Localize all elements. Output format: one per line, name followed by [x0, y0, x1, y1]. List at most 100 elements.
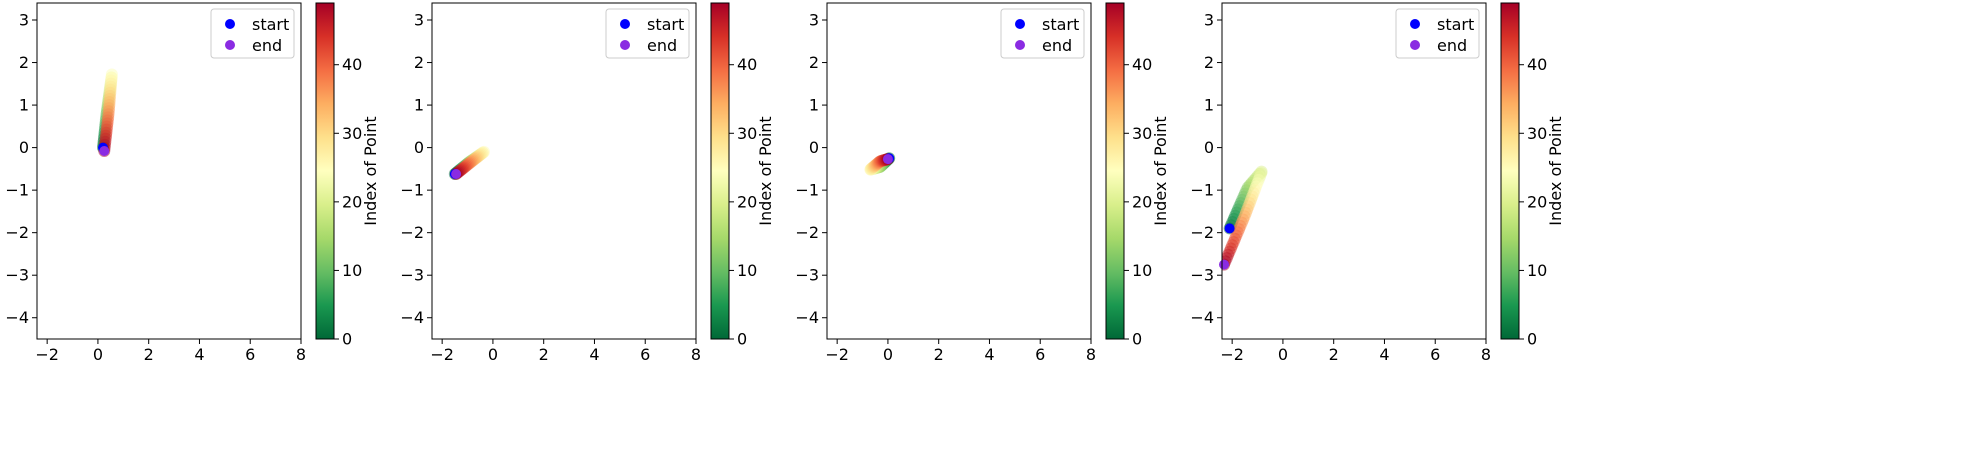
legend-start-label: start — [252, 15, 289, 34]
end-marker — [1219, 259, 1230, 270]
legend: start end — [605, 8, 690, 59]
end-marker — [99, 146, 110, 157]
colorbar-label: Index of Point — [756, 116, 775, 225]
subplot-4: −2 0 2 4 6 83210−1−2−3−4startend010203040Inde… — [1190, 2, 1565, 364]
x-tick-label: −2 — [430, 345, 454, 364]
axes-frame — [431, 2, 697, 340]
colorbar-tick-label: 10 — [1132, 261, 1152, 280]
y-tick-label: −4 — [795, 308, 819, 327]
scatter-points — [97, 68, 118, 158]
legend-end-marker — [620, 40, 630, 50]
colorbar-tick-label: 30 — [1132, 124, 1152, 143]
y-tick-label: 3 — [19, 11, 29, 30]
y-tick-label: −3 — [5, 266, 29, 285]
x-tick-label: 0 — [1278, 345, 1288, 364]
y-tick-label: 0 — [414, 138, 424, 157]
legend: start end — [1395, 8, 1480, 59]
end-marker — [882, 154, 893, 165]
colorbar-label: Index of Point — [361, 116, 380, 225]
axes-frame — [826, 2, 1092, 340]
legend-start-marker — [1410, 19, 1420, 29]
x-tick-label: 2 — [539, 345, 549, 364]
colorbar-tick-label: 10 — [342, 261, 362, 280]
y-tick-label: −4 — [5, 308, 29, 327]
colorbar-gradient — [1105, 2, 1125, 340]
colorbar-tick-label: 10 — [737, 261, 757, 280]
legend-start-marker — [1015, 19, 1025, 29]
x-tick-label: −2 — [1220, 345, 1244, 364]
colorbar: 0 10 20 30 40 Index of Point — [1500, 2, 1565, 349]
colorbar-tick-label: 0 — [342, 330, 352, 349]
x-tick-label: 8 — [1481, 345, 1491, 364]
legend-start-label: start — [1042, 15, 1079, 34]
subplot-1: −2 0 2 4 6 83210−1−2−3−4startend010203040Inde… — [5, 2, 380, 364]
colorbar-label: Index of Point — [1151, 116, 1170, 225]
legend-end-marker — [225, 40, 235, 50]
colorbar: 0 10 20 30 40 Index of Point — [710, 2, 775, 349]
colorbar-gradient — [1500, 2, 1520, 340]
x-tick-label: −2 — [825, 345, 849, 364]
colorbar-tick-label: 30 — [737, 124, 757, 143]
colorbar-tick-label: 0 — [1132, 330, 1142, 349]
colorbar-tick-label: 0 — [737, 330, 747, 349]
legend-start-label: start — [647, 15, 684, 34]
colorbar-tick-label: 30 — [342, 124, 362, 143]
x-tick-label: 2 — [1329, 345, 1339, 364]
x-tick-label: 4 — [984, 345, 994, 364]
colorbar-tick-label: 20 — [1132, 192, 1152, 211]
y-tick-label: −3 — [795, 266, 819, 285]
axes-frame — [36, 2, 302, 340]
scatter-points — [1222, 165, 1268, 271]
y-tick-label: 0 — [809, 138, 819, 157]
legend: start end — [1000, 8, 1085, 59]
y-tick-label: −1 — [5, 181, 29, 200]
x-tick-label: 6 — [1430, 345, 1440, 364]
y-tick-label: −2 — [400, 223, 424, 242]
y-tick-label: −4 — [1190, 308, 1214, 327]
colorbar-tick-label: 0 — [1527, 330, 1537, 349]
legend-start-marker — [620, 19, 630, 29]
y-tick-label: −2 — [1190, 223, 1214, 242]
x-tick-label: 0 — [488, 345, 498, 364]
y-tick-label: 2 — [414, 53, 424, 72]
subplot-3: −2 0 2 4 6 83210−1−2−3−4startend010203040Inde… — [795, 2, 1170, 364]
legend-end-label: end — [1042, 36, 1072, 55]
legend-start-marker — [225, 19, 235, 29]
axes-frame — [1221, 2, 1487, 340]
start-marker — [1224, 223, 1235, 234]
y-tick-label: −1 — [400, 181, 424, 200]
x-tick-label: 8 — [296, 345, 306, 364]
y-tick-label: 1 — [414, 96, 424, 115]
y-tick-label: 2 — [809, 53, 819, 72]
y-tick-label: 2 — [1204, 53, 1214, 72]
y-tick-label: 1 — [19, 96, 29, 115]
x-tick-label: 6 — [245, 345, 255, 364]
colorbar: 0 10 20 30 40 Index of Point — [315, 2, 380, 349]
x-tick-label: 4 — [589, 345, 599, 364]
x-tick-label: 4 — [194, 345, 204, 364]
x-tick-label: 6 — [1035, 345, 1045, 364]
colorbar-tick-label: 20 — [737, 192, 757, 211]
colorbar-tick-label: 40 — [342, 55, 362, 74]
colorbar-tick-label: 20 — [1527, 192, 1547, 211]
legend: start end — [210, 8, 295, 59]
y-tick-label: 1 — [809, 96, 819, 115]
end-marker — [451, 168, 462, 179]
legend-end-marker — [1015, 40, 1025, 50]
y-tick-label: −2 — [5, 223, 29, 242]
y-tick-label: −4 — [400, 308, 424, 327]
y-tick-label: 3 — [414, 11, 424, 30]
colorbar-gradient — [315, 2, 335, 340]
colorbar-gradient — [710, 2, 730, 340]
colorbar: 0 10 20 30 40 Index of Point — [1105, 2, 1170, 349]
x-tick-label: 8 — [691, 345, 701, 364]
legend-end-label: end — [252, 36, 282, 55]
x-tick-label: 2 — [144, 345, 154, 364]
x-tick-label: 0 — [93, 345, 103, 364]
y-tick-label: 3 — [1204, 11, 1214, 30]
y-tick-label: −1 — [1190, 181, 1214, 200]
y-tick-label: −2 — [795, 223, 819, 242]
legend-start-label: start — [1437, 15, 1474, 34]
y-tick-label: −3 — [400, 266, 424, 285]
